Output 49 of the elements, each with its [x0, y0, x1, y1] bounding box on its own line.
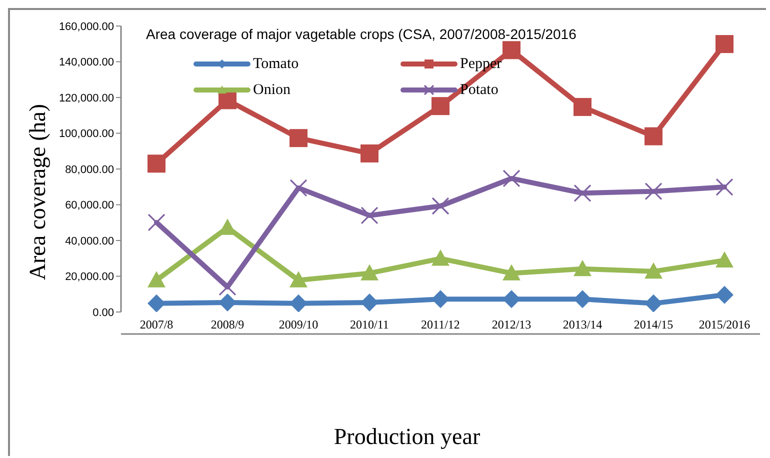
- y-tick-label: 0.00: [92, 306, 114, 319]
- point: [148, 154, 166, 173]
- y-tick-label: 60,000.00: [65, 200, 114, 212]
- x-tick-label: 2008/9: [210, 318, 244, 332]
- y-tick-label: 80,000.00: [65, 164, 114, 176]
- y-axis-title: Area coverage (ha): [25, 104, 50, 280]
- point: [360, 144, 378, 162]
- point: [716, 35, 734, 54]
- point: [432, 97, 450, 116]
- legend-label: Potato: [460, 82, 498, 98]
- x-tick-label: 2015/2016: [698, 318, 750, 332]
- legend-label: Onion: [253, 82, 290, 98]
- x-tick-label: 2010/11: [350, 318, 389, 332]
- x-tick-label: 2011/12: [421, 318, 460, 332]
- point: [716, 286, 734, 304]
- point: [716, 251, 734, 268]
- y-tick-label: 120,000.00: [58, 92, 114, 104]
- point: [574, 290, 592, 308]
- point: [290, 294, 308, 312]
- point: [432, 250, 450, 266]
- point: [502, 290, 520, 308]
- point: [574, 260, 592, 276]
- point: [644, 262, 662, 279]
- point: [290, 129, 308, 148]
- x-tick-label: 2012/13: [492, 318, 532, 332]
- y-tick-label: 140,000.00: [58, 56, 114, 69]
- y-tick-label: 40,000.00: [65, 235, 114, 248]
- point: [574, 98, 592, 116]
- point: [644, 294, 662, 312]
- point: [360, 294, 378, 312]
- y-tick-label: 160,000.00: [58, 20, 114, 33]
- x-tick-label: 2007/8: [140, 318, 174, 332]
- legend-label: Tomato: [253, 56, 299, 72]
- x-tick-label: 2014/15: [634, 318, 674, 332]
- x-tick-label: 2009/10: [278, 318, 318, 332]
- point: [148, 294, 166, 312]
- point: [502, 264, 520, 280]
- y-tick-label: 100,000.00: [58, 128, 114, 140]
- x-axis-title: Production year: [334, 424, 480, 449]
- point: [148, 271, 166, 288]
- point: [644, 127, 662, 146]
- point: [360, 264, 378, 280]
- y-tick-label: 20,000.00: [65, 271, 114, 284]
- chart-title: Area coverage of major vagetable crops (CSA, 2007/2008-2015/2016: [146, 26, 576, 42]
- point: [502, 41, 520, 60]
- point: [432, 290, 450, 308]
- point: [218, 294, 236, 312]
- point: [290, 271, 308, 288]
- x-tick-label: 2013/14: [562, 318, 602, 332]
